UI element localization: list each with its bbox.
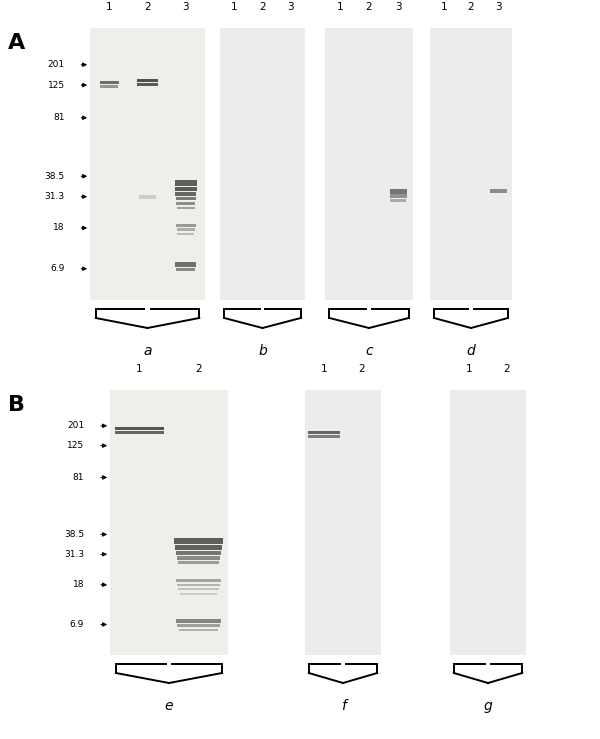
Bar <box>179 628 218 631</box>
Text: 2: 2 <box>365 1 373 12</box>
Bar <box>391 200 406 202</box>
Text: 18: 18 <box>73 580 84 589</box>
Text: 38.5: 38.5 <box>64 530 84 539</box>
Bar <box>176 224 196 227</box>
Bar <box>115 431 164 435</box>
Text: c: c <box>365 344 373 358</box>
Bar <box>178 233 194 236</box>
Text: 31.3: 31.3 <box>44 192 65 201</box>
Bar <box>175 192 196 196</box>
Bar <box>177 556 220 559</box>
Bar <box>176 551 221 555</box>
Bar <box>139 195 156 199</box>
Bar <box>176 268 196 271</box>
Text: 1: 1 <box>466 364 472 374</box>
Text: 201: 201 <box>47 60 65 69</box>
Text: 3: 3 <box>395 1 401 12</box>
Text: 125: 125 <box>47 81 65 89</box>
Bar <box>178 562 219 564</box>
Bar <box>175 545 222 550</box>
Bar <box>175 262 196 267</box>
Text: d: d <box>467 344 475 358</box>
Text: 2: 2 <box>144 1 151 12</box>
Bar <box>308 431 340 434</box>
Text: 2: 2 <box>259 1 266 12</box>
Text: 1: 1 <box>231 1 238 12</box>
Text: 2: 2 <box>195 364 202 374</box>
Text: 3: 3 <box>495 1 502 12</box>
Bar <box>177 584 220 586</box>
Bar <box>175 180 197 185</box>
Text: 2: 2 <box>503 364 511 374</box>
Text: 18: 18 <box>53 223 65 233</box>
Bar <box>176 197 196 200</box>
Text: 2: 2 <box>359 364 365 374</box>
Bar <box>176 228 195 231</box>
Bar <box>175 187 197 191</box>
Bar <box>178 588 218 590</box>
Text: 3: 3 <box>182 1 189 12</box>
Text: 1: 1 <box>337 1 343 12</box>
Text: 31.3: 31.3 <box>64 550 84 559</box>
Bar <box>389 188 407 194</box>
Bar <box>177 624 220 627</box>
Bar <box>176 579 221 582</box>
Text: 1: 1 <box>320 364 328 374</box>
Text: e: e <box>165 699 173 713</box>
Text: 81: 81 <box>73 473 84 482</box>
Text: 2: 2 <box>467 1 475 12</box>
Bar <box>490 189 506 194</box>
Text: f: f <box>341 699 346 713</box>
Bar <box>100 86 118 88</box>
Bar <box>308 435 340 438</box>
Text: 6.9: 6.9 <box>70 620 84 629</box>
Bar <box>176 202 196 205</box>
Text: b: b <box>258 344 267 358</box>
Bar <box>390 194 407 198</box>
Text: B: B <box>8 395 25 415</box>
Text: 1: 1 <box>136 364 143 374</box>
Text: 201: 201 <box>67 421 84 430</box>
Bar <box>179 593 217 595</box>
Text: g: g <box>484 699 493 713</box>
Text: 6.9: 6.9 <box>50 265 65 273</box>
Text: 125: 125 <box>67 441 84 450</box>
Text: 1: 1 <box>440 1 447 12</box>
Bar <box>176 619 221 622</box>
Text: 3: 3 <box>287 1 294 12</box>
Bar <box>174 538 223 544</box>
Text: 38.5: 38.5 <box>44 171 65 181</box>
Text: 81: 81 <box>53 113 65 122</box>
Text: 1: 1 <box>106 1 112 12</box>
Bar <box>100 81 119 84</box>
Bar <box>137 84 158 86</box>
Bar <box>176 207 195 209</box>
Bar <box>115 426 164 430</box>
Text: A: A <box>8 33 25 52</box>
Bar <box>137 79 158 82</box>
Text: a: a <box>143 344 152 358</box>
